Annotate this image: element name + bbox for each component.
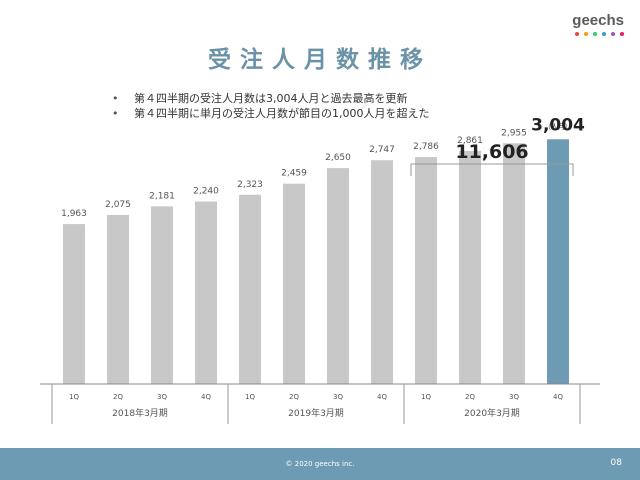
logo-dot xyxy=(593,32,597,36)
value-label: 2,747 xyxy=(369,145,395,155)
category-label: 1Q xyxy=(69,393,79,401)
category-label: 2Q xyxy=(289,393,299,401)
value-label: 2,323 xyxy=(237,180,263,190)
bar xyxy=(195,201,217,384)
bar xyxy=(327,168,349,384)
bullet-item: 第４四半期の受注人月数は3,004人月と過去最高を更新 xyxy=(112,91,430,106)
logo-dot xyxy=(575,32,579,36)
value-label: 2,955 xyxy=(501,128,527,138)
category-label: 2Q xyxy=(465,393,475,401)
category-label: 4Q xyxy=(201,393,211,401)
value-label: 2,650 xyxy=(325,153,351,163)
bullet-item: 第４四半期に単月の受注人月数が節目の1,000人月を超えた xyxy=(112,106,430,121)
value-label: 2,786 xyxy=(413,142,439,152)
category-label: 3Q xyxy=(509,393,519,401)
value-label: 2,240 xyxy=(193,187,219,197)
group-label: 2018年3月期 xyxy=(112,407,168,419)
bar xyxy=(63,224,85,384)
total-bracket xyxy=(410,163,574,176)
bar xyxy=(107,214,129,384)
page-title: 受注人月数推移 xyxy=(208,47,432,73)
logo-dot xyxy=(611,32,615,36)
bar xyxy=(415,157,437,384)
value-label: 2,861 xyxy=(457,136,483,146)
footer-bar: © 2020 geechs inc. 08 xyxy=(0,448,640,480)
value-label: 2,181 xyxy=(149,191,175,201)
category-label: 2Q xyxy=(113,393,123,401)
category-label: 4Q xyxy=(377,393,387,401)
bar xyxy=(503,143,525,384)
bar xyxy=(151,206,173,384)
bracket-total-label: 11,606 xyxy=(455,141,528,163)
logo-dot xyxy=(602,32,606,36)
bar xyxy=(283,183,305,384)
logo-dot xyxy=(584,32,588,36)
logo: geechs xyxy=(554,12,624,40)
category-label: 4Q xyxy=(553,393,563,401)
value-label: 3,004 xyxy=(531,115,585,135)
logo-dots xyxy=(575,32,624,36)
bullet-list: 第４四半期の受注人月数は3,004人月と過去最高を更新 第４四半期に単月の受注人… xyxy=(112,91,430,121)
value-label: 2,459 xyxy=(281,169,307,179)
category-label: 1Q xyxy=(421,393,431,401)
value-label: 2,075 xyxy=(105,200,131,210)
value-label: 1,963 xyxy=(61,209,87,219)
logo-dot xyxy=(620,32,624,36)
bar-chart: （人月） 1,963 2,075 2,181 2,240 2,323 2,459 2,650 2… xyxy=(40,115,600,424)
bar xyxy=(371,160,393,384)
category-label: 3Q xyxy=(333,393,343,401)
group-label: 2019年3月期 xyxy=(288,407,344,419)
bar xyxy=(459,150,481,384)
logo-text: geechs xyxy=(572,12,624,29)
bar xyxy=(239,194,261,384)
group-label: 2020年3月期 xyxy=(464,407,520,419)
copyright-text: © 2020 geechs inc. xyxy=(285,460,355,468)
unit-label: （人月） xyxy=(544,123,572,131)
page-number: 08 xyxy=(610,458,622,468)
category-label: 3Q xyxy=(157,393,167,401)
category-label: 1Q xyxy=(245,393,255,401)
bar xyxy=(547,139,569,384)
